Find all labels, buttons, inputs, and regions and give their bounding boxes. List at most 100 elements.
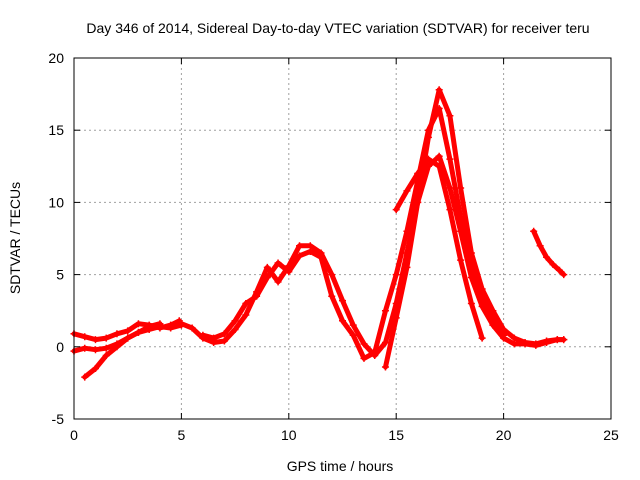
x-tick-label: 20 xyxy=(496,427,512,443)
data-point xyxy=(339,297,346,305)
data-point xyxy=(145,323,153,331)
series-track-5 xyxy=(199,105,508,362)
data-point xyxy=(500,325,508,333)
data-point xyxy=(536,242,544,250)
data-point xyxy=(81,373,89,381)
data-point xyxy=(403,227,411,235)
x-tick-label: 25 xyxy=(603,427,619,443)
data-point xyxy=(510,334,518,342)
grid-lines xyxy=(74,58,611,419)
data-point xyxy=(253,292,261,300)
y-tick-label: 0 xyxy=(56,339,64,355)
data-point xyxy=(403,187,411,195)
data-point xyxy=(446,112,454,120)
data-point xyxy=(124,334,132,342)
x-tick-label: 5 xyxy=(178,427,186,443)
x-tick-label: 15 xyxy=(388,427,404,443)
data-point xyxy=(113,343,121,351)
series-track-7 xyxy=(392,155,486,342)
data-point xyxy=(349,331,357,339)
data-point xyxy=(446,206,454,214)
data-point xyxy=(392,206,400,214)
data-point xyxy=(371,349,379,357)
data-point xyxy=(263,263,271,271)
y-tick-label: 10 xyxy=(48,194,64,210)
data-point xyxy=(134,328,142,336)
data-point xyxy=(177,320,185,328)
data-point xyxy=(360,340,368,348)
data-point xyxy=(231,325,239,333)
data-point xyxy=(220,337,228,345)
data-point xyxy=(91,346,99,354)
data-point xyxy=(81,333,89,341)
y-axis-label: SDTVAR / TECUs xyxy=(7,182,23,294)
data-point xyxy=(392,271,400,279)
x-axis-label: GPS time / hours xyxy=(287,458,394,474)
data-point xyxy=(274,259,282,267)
data-point xyxy=(317,253,325,261)
data-point xyxy=(242,299,250,307)
series-track-6 xyxy=(381,86,568,371)
data-point xyxy=(328,292,336,300)
data-point xyxy=(91,336,99,344)
data-point xyxy=(242,311,250,319)
series-track-4 xyxy=(177,152,568,359)
data-point xyxy=(414,170,422,178)
data-point xyxy=(392,314,400,322)
data-point xyxy=(435,162,443,170)
series-line xyxy=(383,87,567,370)
data-point xyxy=(457,184,465,192)
data-point xyxy=(555,266,563,274)
data-point xyxy=(543,337,551,345)
data-point xyxy=(521,338,529,346)
data-point xyxy=(199,331,207,339)
data-point xyxy=(424,133,432,141)
chart-title: Day 346 of 2014, Sidereal Day-to-day VTE… xyxy=(86,20,589,36)
data-point xyxy=(446,184,454,192)
y-tick-label: 15 xyxy=(48,122,64,138)
plot-border xyxy=(73,57,612,420)
data-point xyxy=(91,364,99,372)
series-line xyxy=(82,321,163,380)
y-tick-label: 20 xyxy=(48,50,64,66)
data-point xyxy=(553,336,561,344)
data-point xyxy=(381,338,389,346)
data-point xyxy=(532,340,540,348)
data-point xyxy=(263,273,271,281)
y-tick-label: 5 xyxy=(56,267,64,283)
data-point xyxy=(102,344,110,352)
data-point xyxy=(530,227,538,235)
data-point xyxy=(560,336,568,344)
data-point xyxy=(446,155,454,163)
data-point xyxy=(414,198,422,206)
x-tick-label: 0 xyxy=(70,427,78,443)
data-point xyxy=(424,155,432,163)
data-point xyxy=(360,354,368,362)
data-point xyxy=(124,327,132,335)
y-tick-label: -5 xyxy=(52,411,65,427)
data-point xyxy=(403,263,411,271)
data-point xyxy=(102,334,110,342)
data-point xyxy=(134,320,142,328)
data-point xyxy=(560,271,568,279)
data-point xyxy=(478,334,486,342)
series-track-3 xyxy=(81,320,164,381)
data-point xyxy=(381,363,389,371)
data-points xyxy=(70,86,568,381)
data-point xyxy=(220,330,228,338)
data-point xyxy=(435,86,443,94)
data-point xyxy=(478,285,486,293)
series-track-8 xyxy=(530,227,568,279)
data-point xyxy=(543,253,551,261)
data-point xyxy=(339,317,346,325)
series-line xyxy=(178,153,567,358)
data-point xyxy=(81,344,89,352)
axis-ticks: 0 5 10 15 20 25 -5 0 5 10 15 20 xyxy=(48,50,619,443)
data-point xyxy=(467,299,475,307)
data-point xyxy=(549,260,557,268)
data-point xyxy=(435,152,443,160)
data-point xyxy=(457,256,465,264)
data-point xyxy=(306,247,314,255)
data-point xyxy=(210,334,218,342)
